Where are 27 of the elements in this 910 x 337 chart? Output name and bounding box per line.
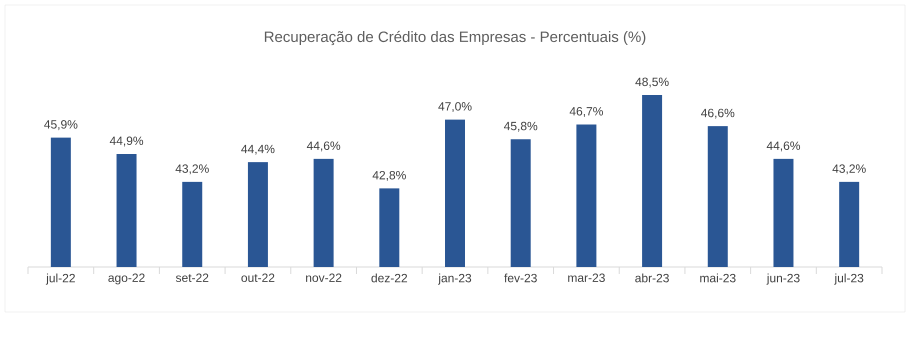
chart-title: Recuperação de Crédito das Empresas - Percentuais (%) [264, 30, 646, 46]
x-tick-label: jan-23 [438, 274, 472, 285]
x-tick-label: jul-22 [46, 274, 75, 285]
x-tick-label: dez-22 [371, 274, 408, 282]
x-tick-label: mai-23 [700, 274, 736, 282]
x-tick-label: abr-23 [635, 274, 669, 282]
data-label: 43,2% [176, 164, 209, 174]
data-label: 44,6% [766, 141, 800, 152]
x-tick-label: set-22 [176, 274, 208, 282]
x-tick-label: ago-22 [108, 274, 145, 284]
x-tick-label: mar-23 [568, 274, 605, 282]
data-label: 48,5% [635, 78, 669, 88]
data-label: 42,8% [372, 170, 406, 181]
x-tick-label: jul-23 [834, 274, 864, 285]
data-label: 45,9% [44, 120, 78, 130]
x-tick-label: out-22 [241, 274, 274, 282]
x-tick-label: jun-23 [766, 274, 800, 285]
data-label: 44,4% [241, 144, 275, 155]
data-label: 43,2% [832, 164, 866, 174]
x-tick-label: fev-23 [504, 274, 537, 282]
data-label: 47,0% [438, 102, 472, 112]
data-label: 46,6% [701, 108, 734, 119]
data-label: 44,9% [110, 136, 144, 146]
x-tick-label: nov-22 [306, 274, 342, 282]
data-label: 45,8% [504, 122, 538, 132]
data-label: 44,6% [306, 141, 340, 152]
data-label: 46,7% [570, 107, 603, 117]
